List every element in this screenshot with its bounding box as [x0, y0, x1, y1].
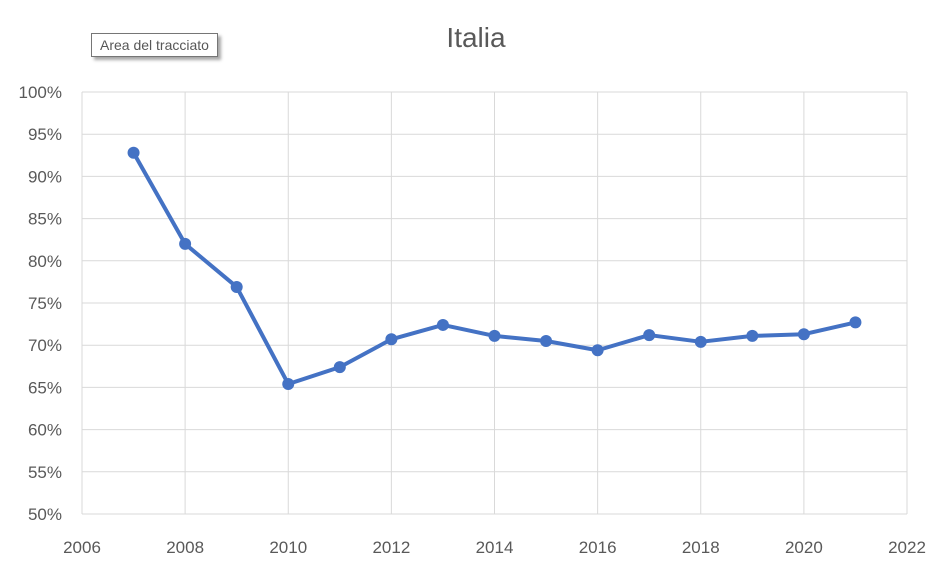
data-point — [540, 334, 553, 347]
data-point — [127, 146, 140, 159]
data-point — [746, 329, 759, 342]
data-point — [385, 333, 398, 346]
x-tick-label: 2016 — [579, 538, 617, 557]
data-point — [694, 335, 707, 348]
data-point — [282, 378, 295, 391]
x-tick-label: 2020 — [785, 538, 823, 557]
data-point — [643, 329, 656, 342]
y-tick-label: 80% — [28, 252, 62, 271]
y-tick-label: 65% — [28, 378, 62, 397]
data-point — [179, 237, 192, 250]
data-point — [591, 344, 604, 357]
data-point — [333, 361, 346, 374]
y-tick-label: 85% — [28, 210, 62, 229]
x-tick-label: 2018 — [682, 538, 720, 557]
x-tick-label: 2014 — [476, 538, 514, 557]
data-point — [849, 316, 862, 329]
y-tick-label: 50% — [28, 505, 62, 524]
x-tick-label: 2006 — [63, 538, 101, 557]
x-tick-label: 2012 — [372, 538, 410, 557]
x-tick-label: 2010 — [269, 538, 307, 557]
y-tick-label: 75% — [28, 294, 62, 313]
y-tick-label: 100% — [19, 83, 62, 102]
data-point — [436, 318, 449, 331]
x-tick-label: 2008 — [166, 538, 204, 557]
y-tick-label: 95% — [28, 125, 62, 144]
y-tick-label: 90% — [28, 167, 62, 186]
data-point — [488, 329, 501, 342]
y-tick-label: 60% — [28, 421, 62, 440]
tooltip: Area del tracciato — [91, 33, 218, 57]
y-tick-label: 55% — [28, 463, 62, 482]
chart-title: Italia — [446, 22, 506, 53]
data-point — [797, 328, 810, 341]
x-tick-label: 2022 — [888, 538, 926, 557]
data-point — [230, 280, 243, 293]
y-tick-label: 70% — [28, 336, 62, 355]
